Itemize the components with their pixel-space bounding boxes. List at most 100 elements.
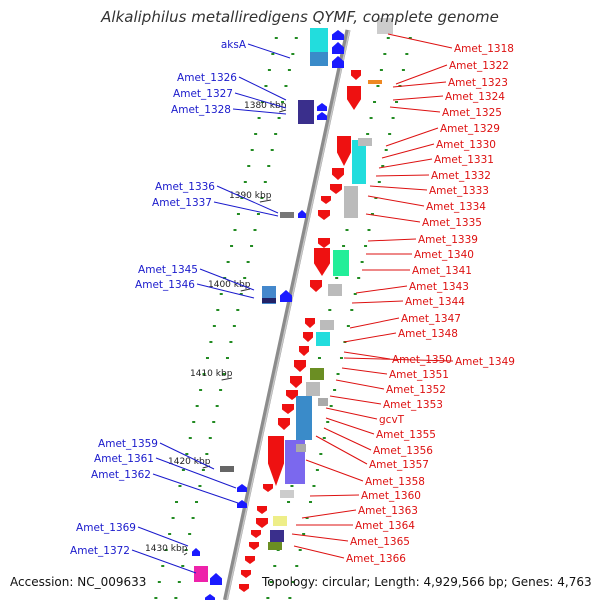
- gene-arrow: [303, 332, 313, 342]
- tick-mark: [291, 581, 295, 583]
- feature-box: [333, 250, 349, 276]
- left-gene-label: Amet_1327: [173, 88, 233, 100]
- right-gene-leader: [325, 407, 378, 420]
- right-gene-label: Amet_1351: [389, 369, 449, 381]
- left-gene-label: Amet_1359: [98, 438, 158, 450]
- left-gene-leader: [247, 43, 291, 59]
- right-gene-leader: [387, 33, 453, 49]
- right-gene-label: Amet_1355: [376, 429, 436, 441]
- tick-mark: [215, 405, 219, 407]
- tick-mark: [408, 37, 412, 39]
- right-gene-leader: [343, 351, 391, 360]
- tick-mark: [273, 565, 277, 567]
- tick-mark: [294, 37, 298, 39]
- tick-mark: [264, 85, 268, 87]
- feature-box: [358, 138, 372, 146]
- tick-mark: [205, 357, 209, 359]
- tick-mark: [335, 277, 339, 279]
- feature-box: [194, 566, 208, 582]
- left-gene-label: Amet_1328: [171, 104, 231, 116]
- right-gene-leader: [381, 143, 435, 159]
- scale-label: 1430 kbp: [145, 544, 188, 554]
- tick-mark: [315, 469, 319, 471]
- scale-label: 1420 kbp: [168, 457, 211, 467]
- right-gene-label: Amet_1332: [431, 170, 491, 182]
- tick-mark: [236, 213, 240, 215]
- scale-leader: [240, 288, 251, 292]
- tick-mark: [290, 485, 294, 487]
- tick-mark: [274, 133, 278, 135]
- left-gene-label: Amet_1326: [177, 72, 237, 84]
- tick-mark: [195, 405, 199, 407]
- right-gene-leader: [351, 300, 404, 304]
- right-gene-label: Amet_1334: [426, 201, 486, 213]
- tick-mark: [226, 261, 230, 263]
- right-gene-leader: [395, 64, 448, 85]
- feature-box: [270, 530, 284, 542]
- scale-leader: [279, 109, 287, 113]
- right-gene-leader: [341, 367, 388, 375]
- gene-arrow: [305, 318, 315, 328]
- tick-mark: [345, 229, 349, 231]
- tick-mark: [164, 549, 168, 551]
- left-gene-label: Amet_1336: [155, 181, 215, 193]
- gene-arrow: [263, 484, 273, 492]
- tick-mark: [246, 261, 250, 263]
- gene-arrow: [251, 530, 261, 538]
- right-gene-label: Amet_1348: [398, 328, 458, 340]
- left-gene-leader: [137, 526, 189, 547]
- tick-mark: [369, 117, 373, 119]
- tick-mark: [240, 197, 244, 199]
- tick-mark: [274, 37, 278, 39]
- tick-mark: [250, 149, 254, 151]
- gene-arrow: [278, 418, 290, 430]
- tick-mark: [161, 565, 165, 567]
- tick-mark: [350, 309, 354, 311]
- tick-mark: [154, 597, 158, 599]
- right-gene-label: Amet_1341: [412, 265, 472, 277]
- tick-mark: [188, 437, 192, 439]
- tick-mark: [270, 149, 274, 151]
- gene-arrow: [280, 290, 292, 302]
- left-gene-leader: [196, 283, 255, 299]
- tick-mark: [216, 309, 220, 311]
- feature-box: [273, 516, 287, 526]
- gene-arrow: [239, 584, 249, 592]
- scale-label: 1390 kbp: [229, 191, 272, 201]
- tick-mark: [254, 133, 258, 135]
- right-gene-leader: [335, 379, 385, 390]
- feature-box: [220, 466, 234, 472]
- left-gene-label: Amet_1337: [152, 197, 212, 209]
- left-gene-leader: [238, 76, 287, 101]
- gene-arrow: [332, 42, 344, 54]
- tick-mark: [360, 261, 364, 263]
- tick-mark: [388, 133, 392, 135]
- left-gene-label: Amet_1346: [135, 279, 195, 291]
- tick-mark: [266, 597, 270, 599]
- right-gene-label: Amet_1330: [436, 139, 496, 151]
- tick-mark: [267, 69, 271, 71]
- scale-label: 1400 kbp: [208, 280, 251, 290]
- right-gene-label: Amet_1322: [449, 60, 509, 72]
- tick-mark: [329, 405, 333, 407]
- right-gene-label: Amet_1366: [346, 553, 406, 565]
- feature-box: [320, 320, 334, 330]
- tick-mark: [298, 549, 302, 551]
- tick-mark: [181, 469, 185, 471]
- tick-mark: [232, 325, 236, 327]
- scale-label: 1380 kbp: [244, 101, 287, 111]
- gene-arrow: [210, 573, 222, 585]
- right-gene-label: Amet_1358: [365, 476, 425, 488]
- right-gene-leader: [329, 395, 382, 405]
- right-gene-leader: [343, 357, 454, 362]
- tick-mark: [291, 53, 295, 55]
- feature-box: [316, 332, 330, 346]
- tick-mark: [364, 245, 368, 247]
- right-gene-leader: [392, 95, 444, 101]
- right-gene-label: Amet_1353: [383, 399, 443, 411]
- right-gene-label: Amet_1335: [422, 217, 482, 229]
- feature-box: [352, 140, 366, 184]
- gene-arrow: [332, 30, 344, 40]
- left-gene-leader: [234, 92, 287, 109]
